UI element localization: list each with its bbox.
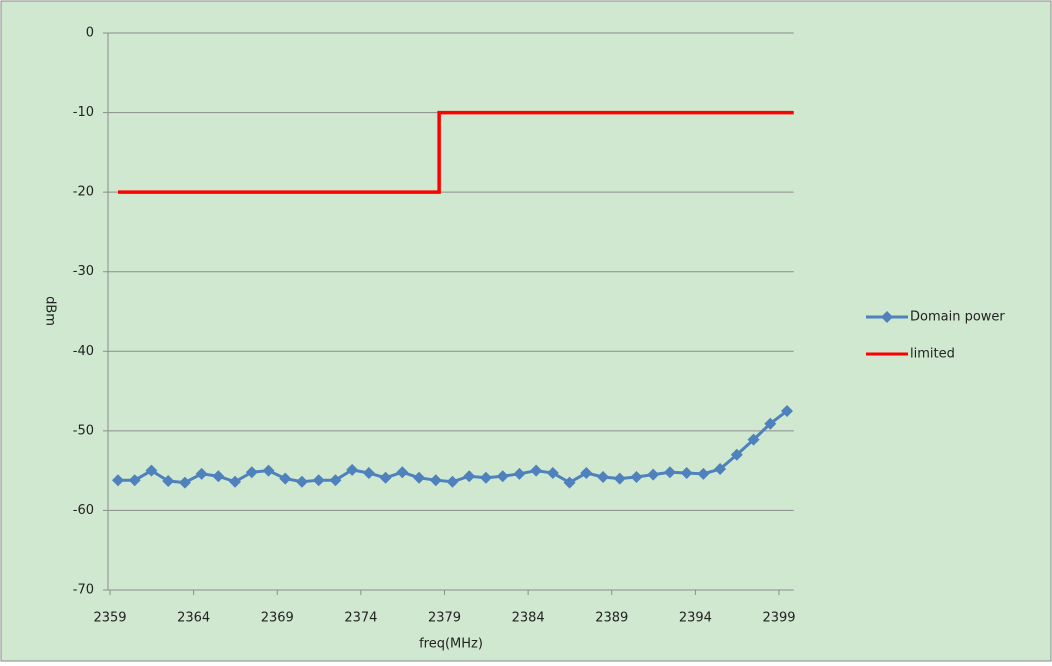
marker: [647, 468, 660, 481]
marker: [413, 471, 426, 484]
x-axis-label: freq(MHz): [419, 637, 483, 652]
marker: [663, 466, 676, 479]
marker: [429, 474, 442, 487]
y-tick-label: -10: [73, 105, 94, 120]
marker: [312, 474, 325, 487]
marker: [781, 404, 793, 417]
series-line: [118, 110, 794, 194]
x-tick-label: 2399: [762, 611, 795, 626]
x-tick-label: 2389: [595, 611, 628, 626]
marker: [446, 475, 459, 488]
y-tick-label: 0: [86, 26, 94, 41]
x-tick-label: 2369: [261, 611, 294, 626]
legend-label: limited: [910, 347, 955, 362]
marker: [195, 467, 208, 480]
marker: [764, 417, 777, 430]
marker: [128, 474, 141, 487]
x-tick-label: 2379: [428, 611, 461, 626]
marker: [747, 433, 760, 446]
y-axis-label: dBm: [43, 296, 58, 326]
marker: [245, 466, 258, 479]
legend-marker: [881, 311, 893, 323]
marker: [162, 474, 175, 487]
marker: [680, 467, 693, 480]
y-tick-label: -40: [73, 344, 94, 359]
marker: [613, 472, 626, 485]
marker: [396, 466, 409, 479]
marker: [279, 472, 292, 485]
marker: [379, 471, 392, 484]
marker: [513, 467, 526, 480]
marker: [630, 471, 643, 484]
marker: [178, 476, 191, 489]
marker: [145, 464, 158, 477]
y-tick-label: -20: [73, 185, 94, 200]
marker: [479, 471, 492, 484]
x-tick-label: 2394: [679, 611, 712, 626]
y-tick-label: -30: [73, 264, 94, 279]
legend-label: Domain power: [910, 310, 1005, 325]
x-tick-label: 2374: [344, 611, 377, 626]
marker: [463, 470, 476, 483]
marker: [295, 475, 308, 488]
marker: [212, 470, 225, 483]
marker: [346, 463, 359, 476]
marker: [112, 474, 124, 487]
marker: [262, 464, 275, 477]
marker: [229, 475, 242, 488]
marker: [563, 476, 576, 489]
x-tick-label: 2384: [512, 611, 545, 626]
marker: [496, 470, 509, 483]
marker: [597, 471, 610, 484]
x-tick-label: 2364: [177, 611, 210, 626]
y-tick-label: -50: [73, 423, 94, 438]
marker: [714, 463, 727, 476]
y-tick-label: -60: [73, 503, 94, 518]
marker: [546, 467, 559, 480]
marker: [697, 467, 710, 480]
y-tick-label: -70: [73, 583, 94, 598]
marker: [362, 467, 375, 480]
x-tick-label: 2359: [93, 611, 126, 626]
marker: [730, 448, 743, 461]
marker: [329, 474, 342, 487]
marker: [580, 467, 593, 480]
marker: [530, 464, 543, 477]
